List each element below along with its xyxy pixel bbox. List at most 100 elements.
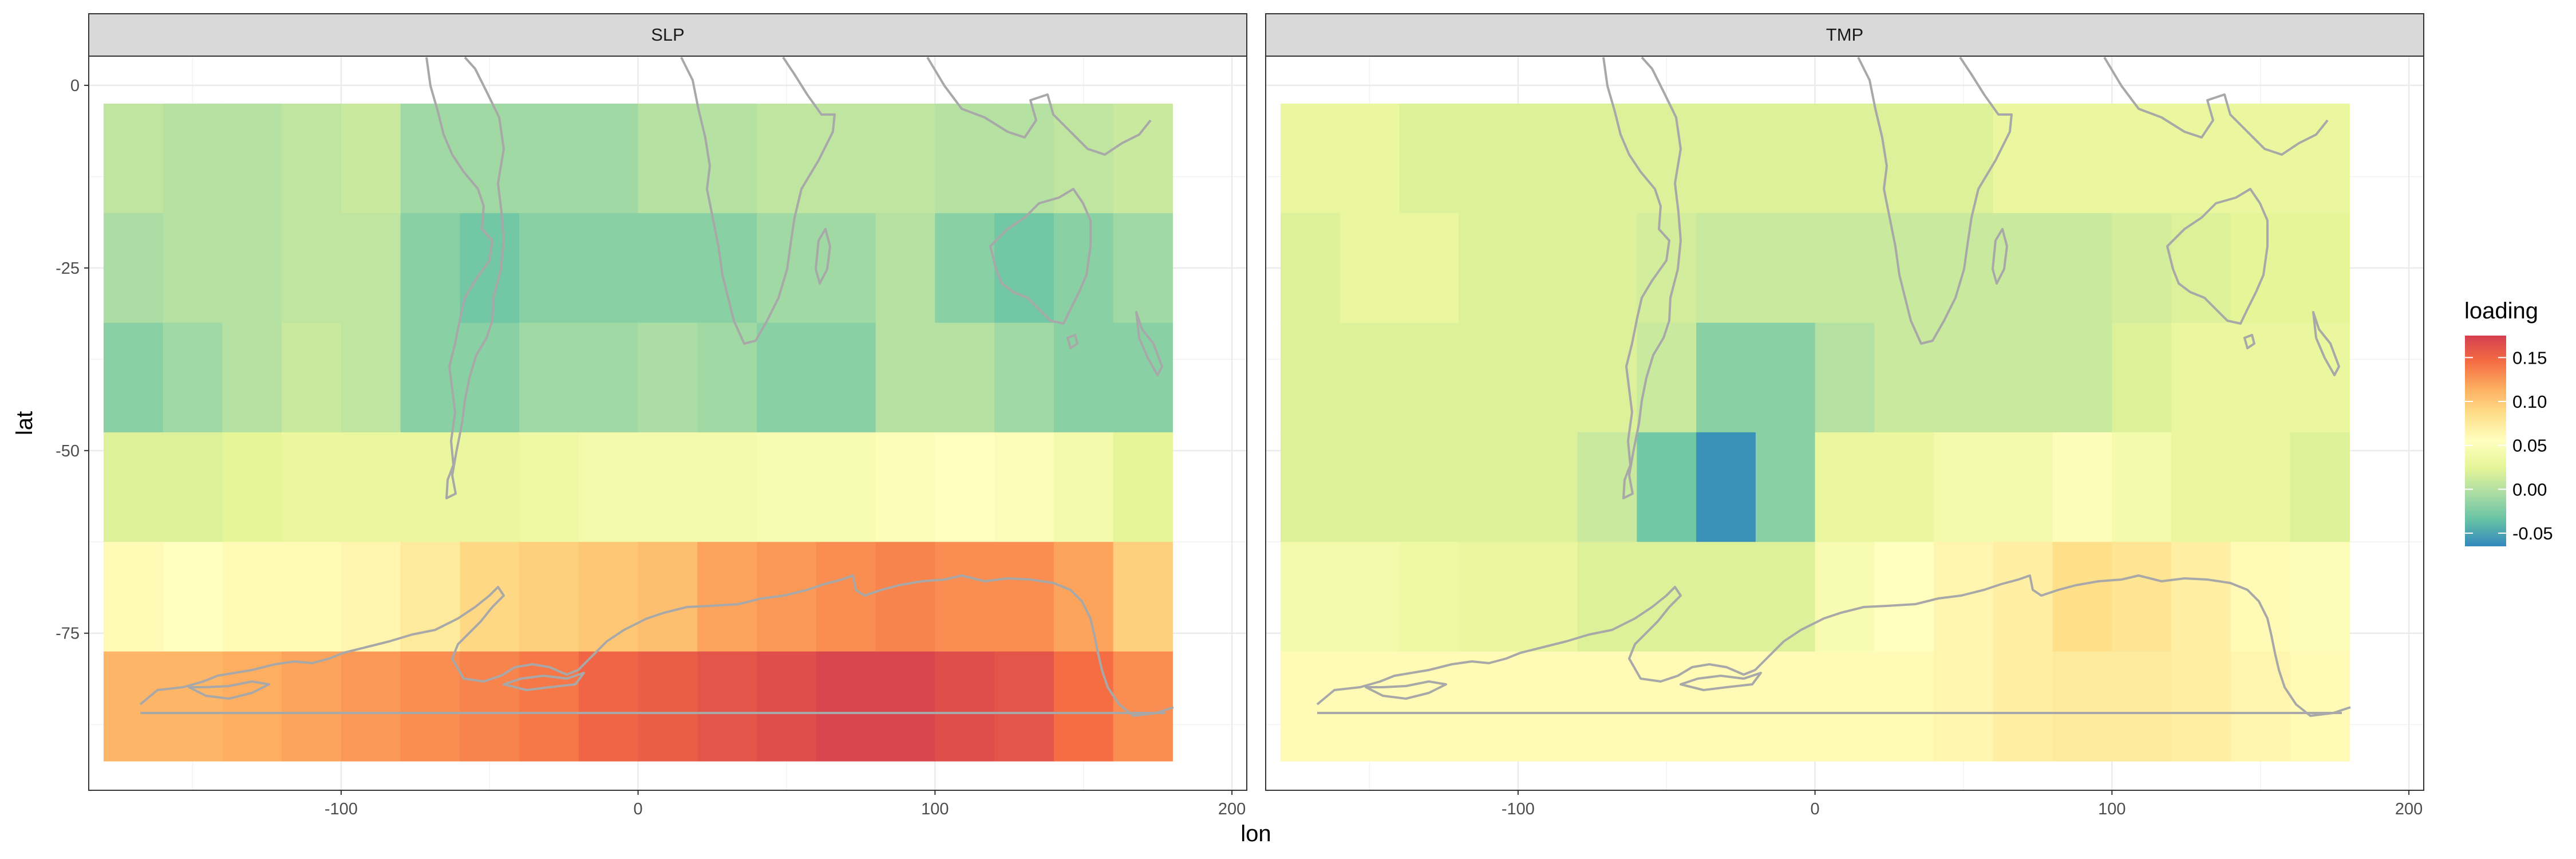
heatmap-cell	[2112, 432, 2172, 542]
legend-tick-label: 0.15	[2512, 348, 2547, 368]
heatmap-cell	[2112, 651, 2172, 762]
heatmap-cell	[1340, 103, 1400, 214]
heatmap-cell	[1113, 432, 1173, 542]
heatmap-cell	[1399, 322, 1459, 433]
legend-tick-label: 0.05	[2512, 436, 2547, 456]
heatmap-cell	[163, 432, 223, 542]
heatmap-cell	[1874, 322, 1934, 433]
heatmap-cell	[638, 651, 698, 762]
heatmap-cell	[1399, 213, 1459, 324]
heatmap-cell	[1577, 103, 1637, 214]
y-tick-label: 0	[70, 77, 80, 95]
coastline-overlay	[1316, 56, 2351, 717]
heatmap-cell	[1637, 651, 1697, 762]
heatmap-cell	[1280, 651, 1341, 762]
x-tick-label: 200	[1218, 800, 1246, 818]
heatmap-cell	[2052, 213, 2112, 324]
heatmap-cell	[519, 542, 579, 652]
heatmap-cell	[519, 432, 579, 542]
heatmap-cell	[222, 322, 282, 433]
y-axis: 0 -25 -50 -75	[56, 77, 89, 643]
heatmap-cell	[2290, 432, 2350, 542]
heatmap-cell	[1399, 432, 1459, 542]
heatmap-cell	[400, 103, 460, 214]
heatmap-cell	[519, 322, 579, 433]
heatmap-cell	[400, 213, 460, 324]
heatmap-cell	[2290, 542, 2350, 652]
heatmap-cell	[1280, 213, 1341, 324]
y-axis-title: lat	[12, 411, 37, 435]
heatmap-cell	[1696, 103, 1756, 214]
heatmap-cell	[1755, 322, 1816, 433]
heatmap-cell	[2052, 651, 2112, 762]
heatmap-cell	[1577, 432, 1637, 542]
heatmap-cell	[697, 651, 757, 762]
heatmap-cell	[1815, 322, 1875, 433]
heatmap-cell	[757, 432, 817, 542]
heatmap-cell	[1993, 432, 2053, 542]
heatmap-cell	[222, 542, 282, 652]
heatmap-cell	[222, 213, 282, 324]
heatmap-cell	[816, 432, 876, 542]
australia-coastline	[2166, 188, 2269, 325]
south-america-coastline	[1602, 56, 1682, 499]
legend-title: loading	[2464, 298, 2538, 324]
y-tick-label: -75	[56, 625, 80, 643]
y-tick-label: -25	[56, 259, 80, 278]
heatmap-cell	[1280, 322, 1341, 433]
heatmap-cell	[222, 651, 282, 762]
madagascar-coastline	[1992, 228, 2008, 285]
heatmap-cell	[1696, 651, 1756, 762]
heatmap-cell	[994, 542, 1054, 652]
heatmap-cell	[1934, 651, 1994, 762]
heatmap-cell	[1459, 542, 1519, 652]
heatmap-cell	[1459, 213, 1519, 324]
heatmap-cell	[2230, 432, 2291, 542]
heatmap-cells	[103, 103, 1173, 762]
legend-tick-label: -0.05	[2512, 523, 2553, 543]
tasmania-coastline	[1066, 334, 1078, 349]
new-zealand-coastline	[1135, 311, 1163, 376]
heatmap-cell	[1755, 213, 1816, 324]
heatmap-cell	[757, 103, 817, 214]
strip-slp: SLP	[88, 13, 1247, 57]
heatmap-cell	[282, 322, 342, 433]
heatmap-cell	[875, 213, 935, 324]
heatmap-cell	[1399, 103, 1459, 214]
heatmap-cell	[875, 651, 935, 762]
heatmap-cell	[2171, 103, 2231, 214]
ross-shelf-coastline	[1365, 680, 1447, 700]
heatmap-cell	[578, 103, 639, 214]
heatmap-cell	[1280, 432, 1341, 542]
heatmap-cell	[697, 322, 757, 433]
south-america-coastline	[425, 56, 505, 499]
heatmap-cell	[103, 322, 164, 433]
heatmap-cell	[2112, 542, 2172, 652]
heatmap-cell	[1053, 103, 1114, 214]
heatmap-cell	[2230, 542, 2291, 652]
heatmap-cell	[1053, 213, 1114, 324]
x-axis: -100 0 100 200	[325, 790, 1246, 818]
heatmap-cell	[2230, 322, 2291, 433]
heatmap-cell	[222, 432, 282, 542]
heatmap-cell	[1637, 432, 1697, 542]
panel-tmp: TMP -100 0 100 200	[1265, 13, 2424, 818]
heatmap-cell	[875, 542, 935, 652]
africa-coastline	[680, 56, 836, 345]
heatmap-cell	[1518, 651, 1578, 762]
heatmap-cell	[1518, 213, 1578, 324]
heatmap-cell	[1518, 322, 1578, 433]
heatmap-cell	[460, 651, 520, 762]
x-tick-label: -100	[325, 800, 358, 818]
heatmap-cell	[1053, 322, 1114, 433]
tasmania-coastline	[2243, 334, 2255, 349]
heatmap-cell	[2290, 213, 2350, 324]
heatmap-cell	[994, 103, 1054, 214]
heatmap-cell	[2230, 103, 2291, 214]
heatmap-cell	[163, 322, 223, 433]
heatmap-cell	[638, 432, 698, 542]
new-zealand-coastline	[2312, 311, 2340, 376]
heatmap-cell	[935, 322, 995, 433]
madagascar-coastline	[815, 228, 831, 285]
heatmap-cell	[1459, 322, 1519, 433]
